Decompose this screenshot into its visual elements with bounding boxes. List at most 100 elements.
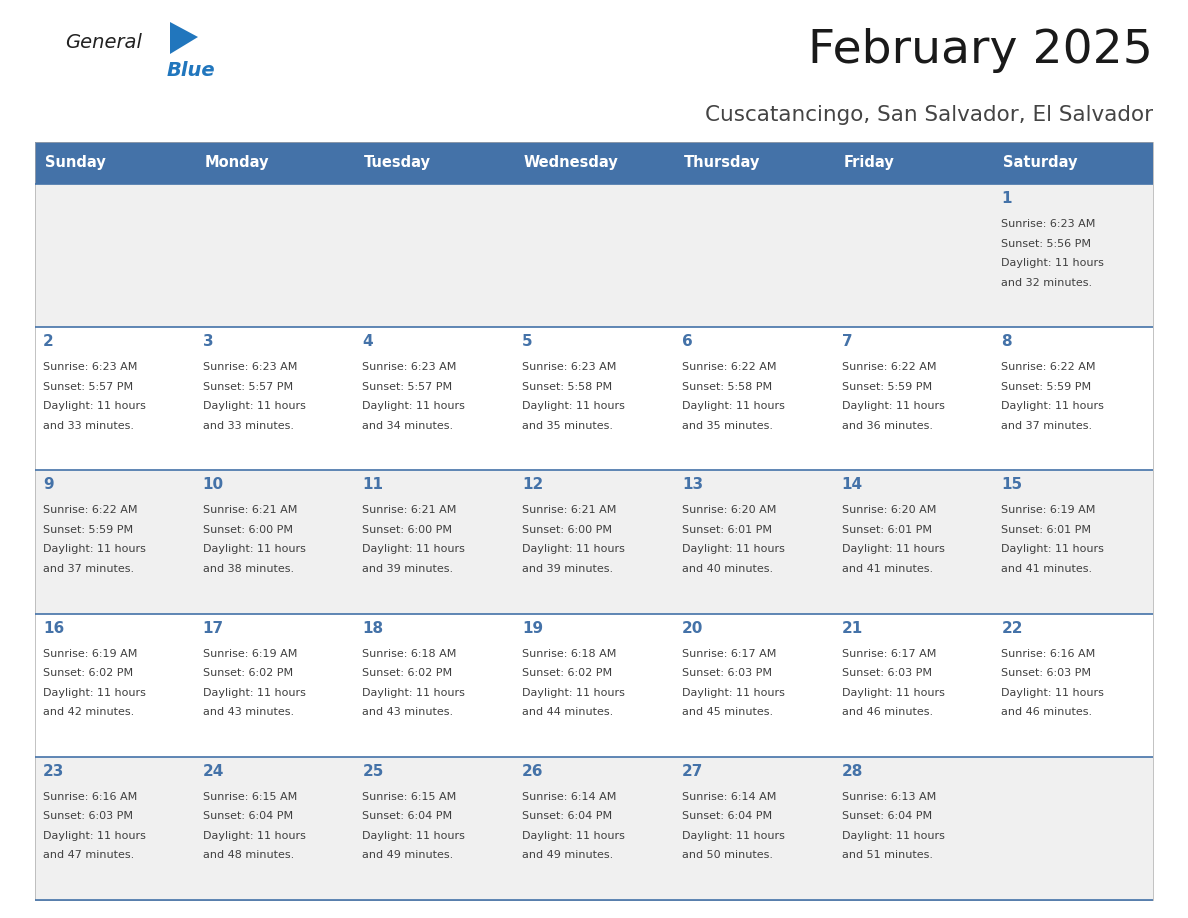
Text: Saturday: Saturday (1003, 155, 1078, 171)
Text: Sunset: 5:56 PM: Sunset: 5:56 PM (1001, 239, 1092, 249)
Text: Daylight: 11 hours: Daylight: 11 hours (682, 401, 785, 411)
Text: Sunrise: 6:19 AM: Sunrise: 6:19 AM (203, 649, 297, 658)
Text: and 50 minutes.: and 50 minutes. (682, 850, 773, 860)
Text: 25: 25 (362, 764, 384, 778)
Bar (34, 613, 1154, 756)
Text: 23: 23 (43, 764, 64, 778)
Text: 17: 17 (203, 621, 223, 635)
Text: Daylight: 11 hours: Daylight: 11 hours (841, 688, 944, 698)
Text: Monday: Monday (204, 155, 268, 171)
Text: Daylight: 11 hours: Daylight: 11 hours (682, 544, 785, 554)
Text: 27: 27 (682, 764, 703, 778)
Text: Sunset: 5:59 PM: Sunset: 5:59 PM (841, 382, 931, 392)
Text: Daylight: 11 hours: Daylight: 11 hours (841, 831, 944, 841)
Text: Daylight: 11 hours: Daylight: 11 hours (43, 831, 146, 841)
Text: 15: 15 (1001, 477, 1023, 492)
Text: Sunset: 6:00 PM: Sunset: 6:00 PM (362, 525, 453, 535)
Text: Sunrise: 6:21 AM: Sunrise: 6:21 AM (362, 506, 457, 515)
Text: and 49 minutes.: and 49 minutes. (362, 850, 454, 860)
Text: Friday: Friday (843, 155, 893, 171)
Text: 11: 11 (362, 477, 384, 492)
Text: Sunset: 6:01 PM: Sunset: 6:01 PM (1001, 525, 1092, 535)
Text: Sunset: 5:57 PM: Sunset: 5:57 PM (43, 382, 133, 392)
Text: 13: 13 (682, 477, 703, 492)
Text: and 32 minutes.: and 32 minutes. (1001, 277, 1093, 287)
Bar (34, 142, 195, 184)
Bar (514, 142, 674, 184)
Text: Tuesday: Tuesday (364, 155, 431, 171)
Bar (34, 184, 1154, 327)
Text: Sunrise: 6:16 AM: Sunrise: 6:16 AM (43, 792, 138, 801)
Text: Sunrise: 6:17 AM: Sunrise: 6:17 AM (682, 649, 776, 658)
Text: and 33 minutes.: and 33 minutes. (203, 420, 293, 431)
Text: Sunset: 6:03 PM: Sunset: 6:03 PM (1001, 668, 1092, 678)
Text: Sunset: 5:57 PM: Sunset: 5:57 PM (362, 382, 453, 392)
Text: 1: 1 (1001, 191, 1012, 206)
Text: 16: 16 (43, 621, 64, 635)
Text: Sunrise: 6:22 AM: Sunrise: 6:22 AM (682, 363, 776, 372)
Text: 14: 14 (841, 477, 862, 492)
Text: 8: 8 (1001, 334, 1012, 349)
Bar (834, 142, 993, 184)
Text: Sunset: 6:02 PM: Sunset: 6:02 PM (43, 668, 133, 678)
Text: Sunset: 6:04 PM: Sunset: 6:04 PM (203, 812, 292, 822)
Text: Sunset: 6:02 PM: Sunset: 6:02 PM (203, 668, 292, 678)
Text: and 37 minutes.: and 37 minutes. (43, 564, 134, 574)
Text: 4: 4 (362, 334, 373, 349)
Text: Sunrise: 6:17 AM: Sunrise: 6:17 AM (841, 649, 936, 658)
Text: Sunrise: 6:15 AM: Sunrise: 6:15 AM (203, 792, 297, 801)
Text: Daylight: 11 hours: Daylight: 11 hours (203, 544, 305, 554)
Text: and 33 minutes.: and 33 minutes. (43, 420, 134, 431)
Text: Sunrise: 6:19 AM: Sunrise: 6:19 AM (43, 649, 138, 658)
Text: and 40 minutes.: and 40 minutes. (682, 564, 773, 574)
Text: and 34 minutes.: and 34 minutes. (362, 420, 454, 431)
Text: 28: 28 (841, 764, 862, 778)
Text: Sunset: 6:03 PM: Sunset: 6:03 PM (841, 668, 931, 678)
Text: Daylight: 11 hours: Daylight: 11 hours (523, 544, 625, 554)
Text: Daylight: 11 hours: Daylight: 11 hours (682, 688, 785, 698)
Text: Sunrise: 6:14 AM: Sunrise: 6:14 AM (682, 792, 776, 801)
Text: Sunset: 5:59 PM: Sunset: 5:59 PM (1001, 382, 1092, 392)
Text: Daylight: 11 hours: Daylight: 11 hours (1001, 688, 1104, 698)
Text: Sunday: Sunday (45, 155, 106, 171)
Bar (354, 142, 514, 184)
Text: Sunset: 6:01 PM: Sunset: 6:01 PM (682, 525, 772, 535)
Text: and 46 minutes.: and 46 minutes. (841, 707, 933, 717)
Text: and 43 minutes.: and 43 minutes. (203, 707, 293, 717)
Text: Sunset: 6:03 PM: Sunset: 6:03 PM (682, 668, 772, 678)
Text: Wednesday: Wednesday (524, 155, 619, 171)
Text: Sunset: 6:03 PM: Sunset: 6:03 PM (43, 812, 133, 822)
Text: Daylight: 11 hours: Daylight: 11 hours (841, 544, 944, 554)
Text: Daylight: 11 hours: Daylight: 11 hours (1001, 401, 1104, 411)
Bar (195, 142, 354, 184)
Text: Sunrise: 6:19 AM: Sunrise: 6:19 AM (1001, 506, 1095, 515)
Text: 26: 26 (523, 764, 544, 778)
Text: and 46 minutes.: and 46 minutes. (1001, 707, 1093, 717)
Text: Daylight: 11 hours: Daylight: 11 hours (523, 688, 625, 698)
Text: Sunrise: 6:23 AM: Sunrise: 6:23 AM (523, 363, 617, 372)
Text: Cuscatancingo, San Salvador, El Salvador: Cuscatancingo, San Salvador, El Salvador (704, 105, 1154, 125)
Bar (34, 756, 1154, 900)
Text: 20: 20 (682, 621, 703, 635)
Text: Sunrise: 6:22 AM: Sunrise: 6:22 AM (43, 506, 138, 515)
Text: 10: 10 (203, 477, 223, 492)
Text: Blue: Blue (168, 61, 216, 80)
Text: and 37 minutes.: and 37 minutes. (1001, 420, 1093, 431)
Text: 6: 6 (682, 334, 693, 349)
Text: and 35 minutes.: and 35 minutes. (682, 420, 773, 431)
Text: and 43 minutes.: and 43 minutes. (362, 707, 454, 717)
Text: Daylight: 11 hours: Daylight: 11 hours (362, 544, 466, 554)
Text: Daylight: 11 hours: Daylight: 11 hours (841, 401, 944, 411)
Text: Daylight: 11 hours: Daylight: 11 hours (1001, 544, 1104, 554)
Text: February 2025: February 2025 (808, 28, 1154, 73)
Text: and 35 minutes.: and 35 minutes. (523, 420, 613, 431)
Bar (34, 327, 1154, 470)
Text: Daylight: 11 hours: Daylight: 11 hours (523, 831, 625, 841)
Bar (993, 142, 1154, 184)
Bar (674, 142, 834, 184)
Bar (34, 142, 1154, 900)
Text: 19: 19 (523, 621, 543, 635)
Text: Sunset: 5:59 PM: Sunset: 5:59 PM (43, 525, 133, 535)
Text: Sunrise: 6:23 AM: Sunrise: 6:23 AM (203, 363, 297, 372)
Text: and 36 minutes.: and 36 minutes. (841, 420, 933, 431)
